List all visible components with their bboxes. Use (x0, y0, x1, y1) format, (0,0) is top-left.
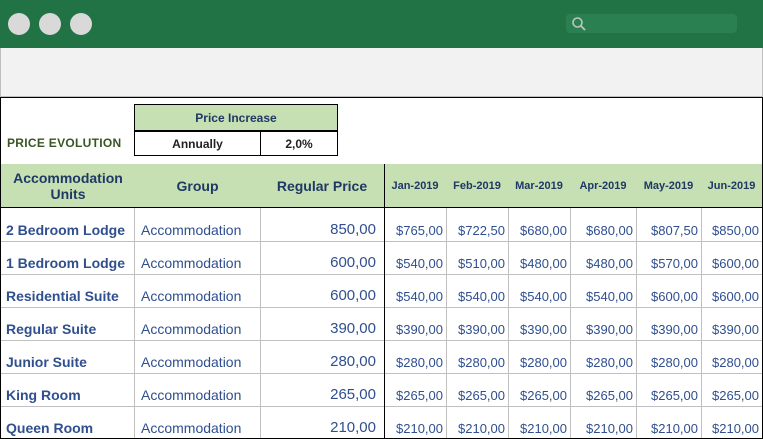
spreadsheet (0, 97, 763, 439)
month-price-cell[interactable]: $480,00 (520, 256, 567, 271)
row-divider (1, 307, 762, 308)
month-price-cell[interactable]: $390,00 (396, 322, 443, 337)
header-month-5[interactable]: May-2019 (636, 164, 701, 208)
month-price-cell[interactable]: $390,00 (458, 322, 505, 337)
month-price-cell[interactable]: $540,00 (520, 289, 567, 304)
regular-price-cell[interactable]: 280,00 (330, 353, 376, 370)
month-price-cell[interactable]: $390,00 (712, 322, 759, 337)
regular-price-cell[interactable]: 390,00 (330, 320, 376, 337)
month-price-cell[interactable]: $280,00 (712, 355, 759, 370)
search-input[interactable] (566, 14, 737, 33)
month-price-cell[interactable]: $265,00 (520, 388, 567, 403)
header-group[interactable]: Group (135, 164, 260, 208)
unit-cell[interactable]: Regular Suite (6, 321, 97, 337)
month-price-cell[interactable]: $680,00 (520, 223, 567, 238)
grid-line (701, 208, 702, 438)
rate-cell[interactable]: 2,0% (260, 131, 338, 156)
row-divider (1, 274, 762, 275)
grid-line (636, 208, 637, 438)
row-divider (1, 373, 762, 374)
month-price-cell[interactable]: $265,00 (651, 388, 698, 403)
unit-cell[interactable]: Residential Suite (6, 288, 119, 304)
month-price-cell[interactable]: $265,00 (712, 388, 759, 403)
header-month-3[interactable]: Mar-2019 (508, 164, 570, 208)
month-price-cell[interactable]: $540,00 (586, 289, 633, 304)
month-price-cell[interactable]: $210,00 (396, 421, 443, 436)
month-price-cell[interactable]: $210,00 (586, 421, 633, 436)
header-month-4[interactable]: Apr-2019 (570, 164, 636, 208)
group-cell[interactable]: Accommodation (141, 420, 242, 436)
month-price-cell[interactable]: $390,00 (651, 322, 698, 337)
grid-line (260, 208, 261, 438)
window-control-3[interactable] (70, 13, 92, 35)
group-cell[interactable]: Accommodation (141, 321, 242, 337)
group-cell[interactable]: Accommodation (141, 354, 242, 370)
unit-cell[interactable]: 1 Bedroom Lodge (6, 255, 126, 271)
month-price-cell[interactable]: $510,00 (458, 256, 505, 271)
regular-price-cell[interactable]: 600,00 (330, 254, 376, 271)
window-control-1[interactable] (8, 13, 30, 35)
month-price-cell[interactable]: $765,00 (396, 223, 443, 238)
month-price-cell[interactable]: $210,00 (651, 421, 698, 436)
regular-price-cell[interactable]: 850,00 (330, 221, 376, 238)
group-cell[interactable]: Accommodation (141, 255, 242, 271)
regular-price-cell[interactable]: 210,00 (330, 419, 376, 436)
month-price-cell[interactable]: $390,00 (586, 322, 633, 337)
month-price-cell[interactable]: $210,00 (458, 421, 505, 436)
month-price-cell[interactable]: $480,00 (586, 256, 633, 271)
grid-line (446, 208, 447, 438)
month-price-cell[interactable]: $265,00 (396, 388, 443, 403)
month-price-cell[interactable]: $280,00 (458, 355, 505, 370)
month-price-cell[interactable]: $265,00 (586, 388, 633, 403)
month-price-cell[interactable]: $280,00 (651, 355, 698, 370)
month-price-cell[interactable]: $540,00 (458, 289, 505, 304)
price-evolution-label: PRICE EVOLUTION (7, 136, 122, 150)
row-divider (1, 406, 762, 407)
month-price-cell[interactable]: $570,00 (651, 256, 698, 271)
group-cell[interactable]: Accommodation (141, 222, 242, 238)
month-price-cell[interactable]: $210,00 (712, 421, 759, 436)
header-accommodation-units[interactable]: Accommodation Units (1, 164, 135, 208)
grid-line (384, 164, 385, 438)
month-price-cell[interactable]: $280,00 (586, 355, 633, 370)
toolbar (0, 48, 763, 97)
header-month-1[interactable]: Jan-2019 (384, 164, 446, 208)
price-increase-header: Price Increase (134, 104, 338, 131)
month-price-cell[interactable]: $807,50 (651, 223, 698, 238)
unit-cell[interactable]: 2 Bedroom Lodge (6, 222, 126, 238)
grid-line (508, 208, 509, 438)
month-price-cell[interactable]: $280,00 (520, 355, 567, 370)
search-icon (572, 17, 586, 31)
row-divider (1, 241, 762, 242)
header-month-2[interactable]: Feb-2019 (446, 164, 508, 208)
unit-cell[interactable]: Junior Suite (6, 354, 87, 370)
regular-price-cell[interactable]: 600,00 (330, 287, 376, 304)
month-price-cell[interactable]: $680,00 (586, 223, 633, 238)
window-control-2[interactable] (39, 13, 61, 35)
month-price-cell[interactable]: $600,00 (712, 289, 759, 304)
header-regular-price[interactable]: Regular Price (260, 164, 384, 208)
month-price-cell[interactable]: $600,00 (651, 289, 698, 304)
month-price-cell[interactable]: $600,00 (712, 256, 759, 271)
frequency-cell[interactable]: Annually (134, 131, 261, 156)
month-price-cell[interactable]: $540,00 (396, 256, 443, 271)
unit-cell[interactable]: King Room (6, 387, 81, 403)
month-price-cell[interactable]: $722,50 (458, 223, 505, 238)
header-month-6[interactable]: Jun-2019 (701, 164, 762, 208)
month-price-cell[interactable]: $210,00 (520, 421, 567, 436)
group-cell[interactable]: Accommodation (141, 288, 242, 304)
grid-line (570, 208, 571, 438)
month-price-cell[interactable]: $390,00 (520, 322, 567, 337)
month-price-cell[interactable]: $540,00 (396, 289, 443, 304)
month-price-cell[interactable]: $280,00 (396, 355, 443, 370)
month-price-cell[interactable]: $850,00 (712, 223, 759, 238)
unit-cell[interactable]: Queen Room (6, 420, 94, 436)
group-cell[interactable]: Accommodation (141, 387, 242, 403)
row-divider (1, 340, 762, 341)
month-price-cell[interactable]: $265,00 (458, 388, 505, 403)
regular-price-cell[interactable]: 265,00 (330, 386, 376, 403)
title-bar (0, 0, 763, 48)
grid-line (134, 208, 135, 438)
